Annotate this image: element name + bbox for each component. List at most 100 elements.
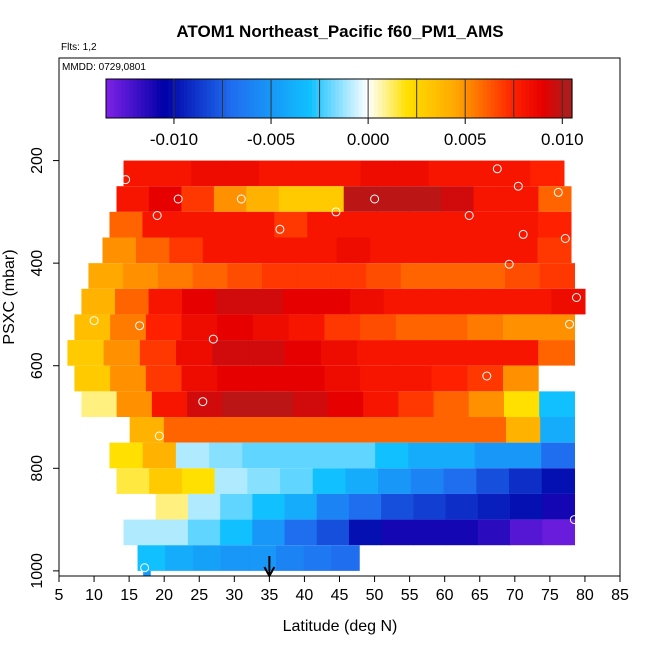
heatmap-cell <box>110 314 147 341</box>
x-tick-label: 60 <box>436 587 454 604</box>
colorbar-segment <box>121 79 127 118</box>
date-label: MMDD: 0729,0801 <box>62 62 146 73</box>
x-axis-label: Latitude (deg N) <box>283 618 398 635</box>
colorbar-segment <box>389 79 394 118</box>
sample-point <box>331 207 341 217</box>
x-tick-label: 25 <box>190 587 208 604</box>
heatmap-cell <box>538 340 576 366</box>
heatmap-cell <box>505 211 539 238</box>
heatmap-cell <box>149 468 183 494</box>
colorbar-segment <box>323 79 328 118</box>
colorbar-segment <box>249 79 255 118</box>
sample-point <box>482 371 492 381</box>
heatmap-cell <box>484 288 519 315</box>
heatmap-cell <box>378 468 412 494</box>
heatmap-cell <box>280 468 314 494</box>
colorbar-segment <box>408 79 414 118</box>
heatmap-cell <box>360 365 397 392</box>
colorbar-segment <box>276 79 282 118</box>
sample-point <box>173 194 183 204</box>
colorbar-segment <box>420 79 426 118</box>
heatmap-cell <box>284 519 318 546</box>
heatmap-cell <box>403 237 438 264</box>
colorbar-segment <box>436 79 441 118</box>
heatmap-cell <box>288 314 326 341</box>
colorbar-tick-label: 0.000 <box>347 130 390 149</box>
colorbar-segment <box>315 79 321 118</box>
heatmap-cell <box>165 545 194 571</box>
colorbar-segment <box>272 79 278 118</box>
heatmap-cell <box>148 186 183 212</box>
heatmap-cell <box>467 365 504 392</box>
heatmap-cell <box>157 160 192 187</box>
sample-point <box>518 229 528 239</box>
heatmap-cell <box>182 288 217 315</box>
colorbar-segment <box>183 79 189 118</box>
colorbar-segment <box>525 79 530 118</box>
heatmap-cell <box>370 237 405 264</box>
heatmap-cell <box>428 160 463 187</box>
colorbar: -0.010 -0.005 0.000 0.005 0.010 <box>105 78 584 149</box>
colorbar-segment <box>537 79 542 118</box>
sample-point <box>89 316 99 326</box>
heatmap-cell <box>383 288 418 315</box>
heatmap-cell <box>395 314 433 341</box>
heatmap-cell <box>192 545 222 571</box>
sample-point <box>553 187 563 197</box>
colorbar-segment <box>113 79 119 118</box>
heatmap-cell <box>282 288 318 315</box>
x-tick-label: 45 <box>331 587 349 604</box>
heatmap-cell <box>470 263 506 289</box>
heatmap-cell <box>408 186 442 212</box>
heatmap-cell <box>316 519 350 546</box>
sample-point <box>208 334 218 344</box>
heatmap-cell <box>395 365 433 392</box>
heatmap-cell <box>151 391 188 418</box>
heatmap-cell <box>360 314 397 341</box>
heatmap-cell <box>376 186 410 212</box>
colorbar-segment <box>288 79 293 118</box>
heatmap-cell <box>300 417 336 443</box>
heatmap-cell <box>116 468 150 494</box>
colorbar-segment <box>117 79 123 118</box>
colorbar-segment <box>354 79 360 118</box>
colorbar-segment <box>544 79 550 118</box>
heatmap-cell <box>537 237 572 264</box>
heatmap-cell <box>403 417 439 443</box>
colorbar-segment <box>156 79 161 118</box>
heatmap-cell <box>308 442 343 469</box>
colorbar-segment <box>199 79 204 118</box>
heatmap-cell <box>252 493 286 520</box>
heatmap-cell <box>252 519 286 546</box>
colorbar-segment <box>218 79 224 118</box>
heatmap-cell <box>157 263 194 289</box>
heatmap-cell <box>253 314 290 341</box>
sample-point <box>565 319 574 329</box>
y-tick-label: 1000 <box>29 553 46 589</box>
heatmap-cell <box>198 417 233 443</box>
heatmap-cell <box>181 468 216 494</box>
heatmap-cell <box>148 288 183 315</box>
heatmap-cell <box>441 186 475 212</box>
heatmap-cell <box>212 340 250 366</box>
heatmap-cell <box>217 314 254 341</box>
heatmap-cell <box>259 160 294 187</box>
heatmap-cell <box>437 237 472 264</box>
heatmap-cell <box>326 160 362 187</box>
x-tick-label: 80 <box>576 587 594 604</box>
colorbar-segment <box>428 79 433 118</box>
colorbar-tick-label: 0.005 <box>444 130 487 149</box>
colorbar-segment <box>412 79 418 118</box>
colorbar-segment <box>140 79 146 118</box>
colorbar-segment <box>494 79 499 118</box>
heatmap-cell <box>349 288 385 315</box>
sample-point <box>560 234 570 243</box>
heatmap-cell <box>398 391 435 418</box>
heatmap-cell <box>208 211 242 238</box>
heatmap-cell <box>345 468 379 494</box>
heatmap-cell <box>209 442 243 469</box>
heatmap-cell <box>506 417 541 443</box>
sample-point <box>275 224 285 234</box>
sample-points <box>89 164 581 573</box>
heatmap-cell <box>137 545 166 571</box>
